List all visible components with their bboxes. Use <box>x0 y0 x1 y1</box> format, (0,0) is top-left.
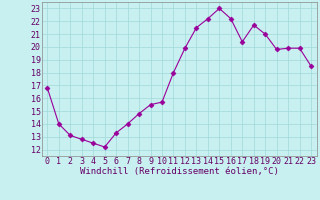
X-axis label: Windchill (Refroidissement éolien,°C): Windchill (Refroidissement éolien,°C) <box>80 167 279 176</box>
